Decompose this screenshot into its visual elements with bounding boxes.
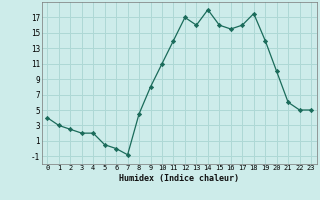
- X-axis label: Humidex (Indice chaleur): Humidex (Indice chaleur): [119, 174, 239, 183]
